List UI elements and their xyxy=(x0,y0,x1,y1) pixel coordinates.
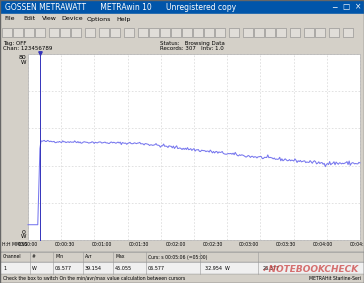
Bar xyxy=(149,28,159,37)
Text: 39.154: 39.154 xyxy=(85,265,102,271)
Text: 80: 80 xyxy=(18,55,26,60)
Text: Curs: s 00:05:06 (=05:00): Curs: s 00:05:06 (=05:00) xyxy=(148,254,207,260)
Text: 00:02:30: 00:02:30 xyxy=(202,242,223,247)
Text: H:H MM:SS: H:H MM:SS xyxy=(2,242,27,247)
Text: Device: Device xyxy=(61,16,83,22)
Text: View: View xyxy=(42,16,57,22)
Text: 00:00:30: 00:00:30 xyxy=(55,242,75,247)
Text: Records: 307   Intv: 1.0: Records: 307 Intv: 1.0 xyxy=(160,46,224,50)
Text: 0: 0 xyxy=(22,230,26,235)
Text: W: W xyxy=(20,60,26,65)
Bar xyxy=(229,28,239,37)
Text: 00:03:30: 00:03:30 xyxy=(276,242,296,247)
Text: Max: Max xyxy=(115,254,124,260)
Bar xyxy=(99,28,109,37)
Bar xyxy=(0,274,364,283)
Bar xyxy=(124,28,134,37)
Text: ✓NOTEBOOKCHECK: ✓NOTEBOOKCHECK xyxy=(261,265,359,273)
Bar xyxy=(49,28,59,37)
Text: Edit: Edit xyxy=(23,16,35,22)
Text: 1: 1 xyxy=(3,265,6,271)
Bar xyxy=(329,28,339,37)
Text: 00:01:30: 00:01:30 xyxy=(128,242,149,247)
Bar xyxy=(343,28,353,37)
Bar xyxy=(290,28,300,37)
Text: 00:00:00: 00:00:00 xyxy=(18,242,38,247)
Bar xyxy=(0,40,364,52)
Text: Avr: Avr xyxy=(85,254,92,260)
Text: 06.577: 06.577 xyxy=(148,265,165,271)
Text: □: □ xyxy=(343,3,350,12)
Text: ─: ─ xyxy=(332,3,336,12)
Text: 00:03:00: 00:03:00 xyxy=(239,242,260,247)
Bar xyxy=(215,28,225,37)
Text: METRAHit Starline-Seri: METRAHit Starline-Seri xyxy=(309,276,361,281)
Text: 00:04:30: 00:04:30 xyxy=(350,242,364,247)
Bar xyxy=(0,252,364,274)
Text: 00:01:00: 00:01:00 xyxy=(92,242,112,247)
Text: Options: Options xyxy=(87,16,111,22)
Bar xyxy=(28,54,360,240)
Bar xyxy=(171,28,181,37)
Bar xyxy=(138,28,148,37)
Bar xyxy=(193,28,203,37)
Text: File: File xyxy=(4,16,15,22)
Bar xyxy=(2,28,12,37)
Bar xyxy=(160,28,170,37)
Bar xyxy=(60,28,70,37)
Text: Check the box to switch On the min/avr/max value calculation between cursors: Check the box to switch On the min/avr/m… xyxy=(3,276,185,281)
Text: 45.055: 45.055 xyxy=(115,265,132,271)
Bar xyxy=(204,28,214,37)
Bar xyxy=(85,28,95,37)
Text: Chan: 123456789: Chan: 123456789 xyxy=(3,46,52,50)
Text: GOSSEN METRAWATT      METRAwin 10      Unregistered copy: GOSSEN METRAWATT METRAwin 10 Unregistere… xyxy=(5,3,236,12)
Bar xyxy=(276,28,286,37)
Text: W: W xyxy=(32,265,37,271)
Bar xyxy=(265,28,275,37)
Bar xyxy=(182,28,192,37)
Text: ×: × xyxy=(355,3,361,12)
Bar xyxy=(0,24,364,40)
Text: Help: Help xyxy=(116,16,131,22)
Bar xyxy=(24,28,34,37)
Bar xyxy=(13,28,23,37)
Text: W: W xyxy=(20,234,26,239)
Text: #: # xyxy=(32,254,36,260)
Text: Tag: OFF: Tag: OFF xyxy=(3,40,27,46)
Text: Min: Min xyxy=(55,254,63,260)
Bar xyxy=(315,28,325,37)
Text: 00:04:00: 00:04:00 xyxy=(313,242,333,247)
Bar xyxy=(304,28,314,37)
Bar xyxy=(254,28,264,37)
Text: 00:02:00: 00:02:00 xyxy=(165,242,186,247)
Text: 06.577: 06.577 xyxy=(55,265,72,271)
Bar xyxy=(0,14,364,24)
Bar xyxy=(0,0,364,14)
Text: Channel: Channel xyxy=(3,254,21,260)
Bar xyxy=(71,28,81,37)
Bar xyxy=(0,252,364,262)
Bar xyxy=(35,28,45,37)
Text: 32.954  W: 32.954 W xyxy=(205,265,230,271)
Bar xyxy=(110,28,120,37)
Text: Status:   Browsing Data: Status: Browsing Data xyxy=(160,40,225,46)
Text: 26.377: 26.377 xyxy=(263,265,280,271)
Bar xyxy=(243,28,253,37)
